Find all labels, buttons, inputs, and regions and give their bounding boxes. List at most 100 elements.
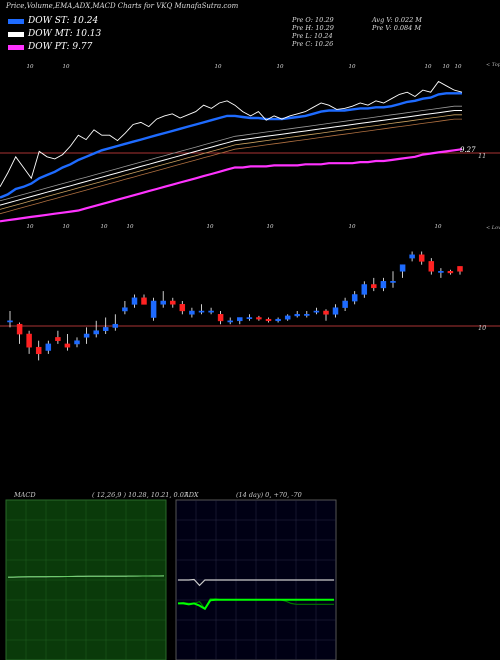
low-mark: 10 bbox=[267, 224, 274, 230]
legend-label: DOW PT: 9.77 bbox=[28, 42, 93, 52]
candle bbox=[332, 304, 339, 318]
adx-panel bbox=[175, 499, 337, 660]
candle bbox=[313, 307, 320, 315]
candle bbox=[409, 251, 415, 262]
candle-body bbox=[418, 254, 425, 262]
prev-volume: Pre V: 0.084 M bbox=[372, 24, 422, 32]
candle bbox=[428, 258, 435, 275]
candle-body bbox=[323, 310, 329, 315]
candle bbox=[122, 301, 128, 315]
candle bbox=[380, 277, 387, 292]
prev-low: Pre L: 10.24 bbox=[292, 32, 333, 40]
low-mark: 10 bbox=[101, 224, 108, 230]
candle-body bbox=[428, 261, 435, 272]
axis-label-10: 10 bbox=[478, 324, 486, 332]
candle bbox=[399, 264, 406, 278]
candle bbox=[371, 277, 377, 292]
candle-body bbox=[160, 300, 166, 305]
candle-body bbox=[284, 315, 291, 320]
candle bbox=[323, 309, 329, 321]
volume-mark: 10 bbox=[215, 64, 222, 70]
candle bbox=[64, 334, 71, 351]
volume-mark: 10 bbox=[349, 64, 356, 70]
legend-dow-st: DOW ST: 10.24 bbox=[8, 16, 98, 26]
candle bbox=[93, 320, 99, 338]
candle-body bbox=[7, 320, 13, 323]
adx-line bbox=[178, 578, 334, 587]
candle-body bbox=[102, 327, 109, 331]
candle-body bbox=[371, 284, 377, 289]
candle-body bbox=[198, 310, 205, 313]
candle bbox=[160, 291, 166, 308]
adx-params: (14 day) 0, +70, -70 bbox=[236, 491, 302, 499]
candle bbox=[7, 311, 13, 328]
candle-body bbox=[64, 343, 71, 348]
candle-body bbox=[275, 318, 281, 322]
candle-body bbox=[16, 323, 23, 335]
candle-body bbox=[265, 318, 272, 322]
candle bbox=[447, 269, 454, 275]
candle bbox=[390, 271, 396, 288]
ema-mid-line bbox=[0, 110, 462, 206]
candle-body bbox=[122, 307, 128, 312]
candle bbox=[112, 314, 119, 331]
volume-mark: 10 bbox=[27, 64, 34, 70]
candle-body bbox=[131, 297, 138, 305]
candle-body bbox=[342, 300, 348, 308]
candlestick-panel: 10 bbox=[0, 251, 500, 361]
candle-body bbox=[237, 317, 243, 322]
volume-mark: 10 bbox=[455, 64, 462, 70]
macd-params: ( 12,26,9 ) 10.28, 10.21, 0.07 bbox=[92, 491, 189, 499]
legend-swatch bbox=[8, 44, 24, 50]
ema-band-line bbox=[0, 105, 462, 202]
candle bbox=[304, 311, 310, 318]
candle-body bbox=[141, 297, 147, 305]
candle-body bbox=[361, 284, 368, 295]
volume-mark: 10 bbox=[63, 64, 70, 70]
legend-dow-mt: DOW MT: 10.13 bbox=[8, 29, 101, 39]
candle-body bbox=[447, 271, 454, 274]
candle-body bbox=[246, 317, 253, 319]
candle-body bbox=[390, 281, 396, 283]
candle-body bbox=[189, 310, 195, 315]
candle-body bbox=[170, 300, 176, 305]
candle-body bbox=[26, 333, 32, 348]
low-mark: 10 bbox=[27, 224, 34, 230]
ema-band-line bbox=[0, 118, 462, 215]
candle bbox=[438, 268, 444, 278]
candle-body bbox=[217, 314, 224, 322]
low-mark: 10 bbox=[435, 224, 442, 230]
candle-body bbox=[208, 310, 214, 313]
candle bbox=[83, 327, 90, 344]
candle bbox=[16, 322, 23, 344]
candle-body bbox=[294, 314, 300, 317]
candle-body bbox=[227, 320, 233, 323]
candle bbox=[55, 330, 61, 344]
candle bbox=[150, 297, 157, 321]
chart-title: Price,Volume,EMA,ADX,MACD Charts for VKQ… bbox=[6, 2, 239, 10]
ema-band-line bbox=[0, 114, 462, 210]
candle bbox=[179, 301, 186, 315]
prev-open: Pre O: 10.29 bbox=[292, 16, 334, 24]
low-mark: 10 bbox=[63, 224, 70, 230]
avg-volume: Avg V: 0.022 M bbox=[372, 16, 422, 24]
lows-tag: < Lows bbox=[486, 225, 500, 231]
candle-body bbox=[112, 323, 119, 328]
candle bbox=[361, 281, 368, 298]
legend-swatch bbox=[8, 18, 24, 24]
candle bbox=[74, 337, 80, 348]
candle-body bbox=[45, 343, 52, 351]
candle-body bbox=[313, 310, 320, 313]
candle bbox=[457, 266, 463, 275]
legend-dow-pt: DOW PT: 9.77 bbox=[8, 42, 92, 52]
candle bbox=[102, 317, 109, 334]
candle bbox=[131, 294, 138, 308]
legend-swatch bbox=[8, 31, 24, 37]
candle bbox=[246, 314, 253, 321]
low-mark: 10 bbox=[207, 224, 214, 230]
volume-mark: 10 bbox=[277, 64, 284, 70]
candle bbox=[275, 317, 281, 323]
candle bbox=[198, 304, 205, 315]
di-plus-line bbox=[178, 598, 334, 611]
